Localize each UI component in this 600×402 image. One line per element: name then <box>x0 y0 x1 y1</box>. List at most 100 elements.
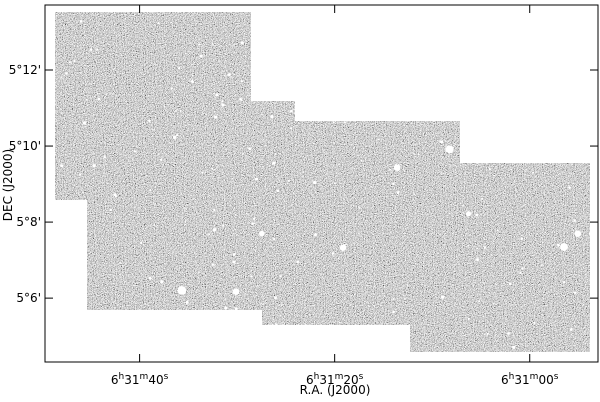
star <box>275 323 278 326</box>
star <box>430 21 433 24</box>
star <box>276 189 280 193</box>
star <box>314 233 317 237</box>
star <box>417 153 420 156</box>
star <box>109 309 112 312</box>
star <box>370 185 372 188</box>
star <box>551 89 553 91</box>
star <box>138 332 141 336</box>
star <box>259 230 265 237</box>
star <box>587 129 590 132</box>
star <box>175 134 179 137</box>
star <box>319 324 322 326</box>
star <box>221 100 224 103</box>
star <box>51 279 54 282</box>
star <box>486 332 489 336</box>
star <box>507 332 510 335</box>
star <box>270 115 274 119</box>
star <box>533 321 536 324</box>
star <box>97 97 101 101</box>
star <box>133 150 137 153</box>
star <box>568 186 571 189</box>
star <box>587 56 590 60</box>
star <box>245 212 248 215</box>
star <box>227 73 231 77</box>
star <box>240 80 243 83</box>
star <box>496 31 499 35</box>
star <box>191 74 194 77</box>
star <box>422 98 426 101</box>
star <box>289 109 293 113</box>
star <box>535 88 539 92</box>
star <box>573 291 577 294</box>
star <box>478 300 481 303</box>
star <box>534 354 537 357</box>
star <box>560 243 568 251</box>
star <box>225 346 228 348</box>
star <box>532 171 534 174</box>
star <box>157 22 160 25</box>
star <box>140 241 143 245</box>
star <box>558 21 562 26</box>
star <box>410 95 414 99</box>
star <box>190 80 194 84</box>
star <box>443 20 446 23</box>
star <box>239 275 241 277</box>
star <box>549 43 551 46</box>
star <box>512 345 516 349</box>
star <box>109 208 113 212</box>
star <box>345 243 347 246</box>
star <box>561 358 564 361</box>
star <box>231 177 234 180</box>
star <box>137 354 140 357</box>
star <box>153 224 156 226</box>
star <box>60 76 62 79</box>
y-tick-label: 5°12' <box>9 63 41 77</box>
star <box>440 140 444 144</box>
star <box>61 270 65 274</box>
star <box>541 241 544 243</box>
star <box>337 63 340 66</box>
star <box>248 147 251 151</box>
star <box>274 296 277 300</box>
star <box>442 8 445 11</box>
star <box>481 197 484 200</box>
star <box>96 92 99 95</box>
star <box>222 224 225 227</box>
star <box>57 277 61 281</box>
star <box>259 7 262 10</box>
star <box>547 123 550 126</box>
star <box>578 78 581 81</box>
star <box>290 127 293 130</box>
star <box>208 233 211 236</box>
star <box>132 159 134 161</box>
star <box>222 71 224 73</box>
star <box>232 260 236 264</box>
star <box>483 246 487 249</box>
star <box>510 168 513 171</box>
star <box>397 84 401 88</box>
star <box>64 273 66 276</box>
star <box>573 219 576 222</box>
star <box>114 194 118 198</box>
star <box>92 164 96 168</box>
star <box>60 164 64 168</box>
star <box>214 115 218 119</box>
star <box>170 21 173 24</box>
star <box>389 168 392 171</box>
star <box>119 262 122 264</box>
star <box>311 252 313 255</box>
star <box>271 33 273 36</box>
star <box>339 244 347 252</box>
star <box>377 138 380 141</box>
star <box>406 284 409 286</box>
x-axis-label: R.A. (J2000) <box>300 383 371 397</box>
star <box>392 182 395 186</box>
star <box>51 201 54 204</box>
star <box>471 211 473 214</box>
x-tick-label: 6h31m40s <box>111 372 169 387</box>
star <box>177 285 187 295</box>
star <box>212 228 217 232</box>
star <box>211 167 214 170</box>
star <box>360 159 363 162</box>
star <box>179 110 182 112</box>
